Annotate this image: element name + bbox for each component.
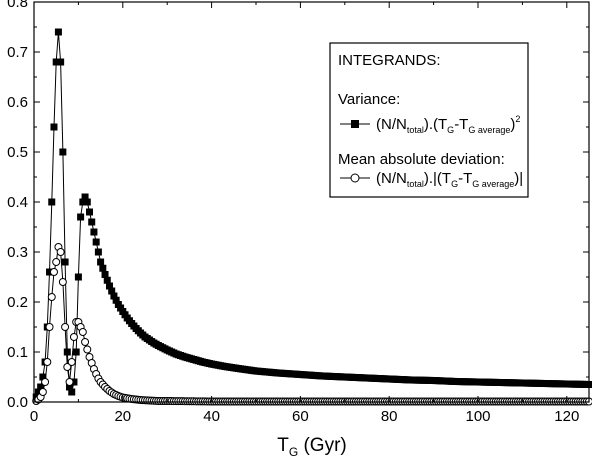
data-point xyxy=(103,276,111,284)
axes-layer: 0 20 40 60 80 100 120 0.0 0.1 0.2 0.3 0.4 0.5 0.6 0.7 0… xyxy=(7,0,590,425)
legend-variance-p3-sub: G average xyxy=(468,125,510,135)
data-point xyxy=(78,328,87,336)
data-point xyxy=(112,296,120,304)
legend-mad-p1: (N/N xyxy=(376,170,407,187)
x-tick-label: 40 xyxy=(203,408,220,425)
y-tick-label: 0.8 xyxy=(7,0,28,11)
data-point xyxy=(97,258,105,266)
data-point xyxy=(99,264,107,272)
data-point xyxy=(34,388,42,396)
data-point xyxy=(69,333,78,341)
data-point xyxy=(45,323,54,331)
x-tick-label: 60 xyxy=(292,408,309,425)
data-point xyxy=(94,248,102,256)
legend-variance-p2: ).(T xyxy=(424,116,447,133)
data-point xyxy=(74,273,82,281)
legend-group2-title: Mean absolute deviation: xyxy=(338,151,505,168)
data-point xyxy=(63,348,71,356)
y-tick-label: 0.0 xyxy=(7,394,28,411)
legend-variance-sup: 2 xyxy=(515,114,520,124)
data-point xyxy=(43,358,52,366)
data-point xyxy=(49,268,58,276)
data-point xyxy=(81,193,89,201)
y-tick-label: 0.1 xyxy=(7,344,28,361)
legend-variance-marker xyxy=(351,120,359,128)
data-point xyxy=(68,388,76,396)
data-point xyxy=(37,383,45,391)
data-point xyxy=(63,363,72,371)
y-tick-label: 0.5 xyxy=(7,144,28,161)
data-point xyxy=(41,378,50,386)
legend-mad-p2: ).|(T xyxy=(424,170,451,187)
legend-variance-p4: ) xyxy=(510,116,515,133)
data-point xyxy=(92,238,100,246)
data-point xyxy=(83,345,92,354)
legend-variance-p3: -T xyxy=(454,116,468,133)
legend-mad-label: (N/Ntotal).|(TG-TG average)| xyxy=(376,170,523,189)
y-tick-label: 0.3 xyxy=(7,244,28,261)
legend-mad-p4: )| xyxy=(514,170,523,187)
legend-mad-marker xyxy=(350,173,360,183)
data-point xyxy=(70,378,78,386)
data-point xyxy=(38,388,47,396)
series-variance xyxy=(32,28,592,401)
y-tick-label: 0.4 xyxy=(7,194,28,211)
data-point xyxy=(67,358,76,366)
legend: INTEGRANDS: Variance: (N/Ntotal).(TG-TG … xyxy=(329,42,529,198)
legend-heading: INTEGRANDS: xyxy=(338,52,441,69)
data-point xyxy=(88,218,96,226)
x-tick-label: 80 xyxy=(381,408,398,425)
data-point xyxy=(61,258,69,266)
data-point xyxy=(81,338,90,346)
data-point xyxy=(52,258,61,266)
y-tick-label: 0.6 xyxy=(7,94,28,111)
data-point xyxy=(79,198,87,206)
x-axis-label-suffix: (Gyr) xyxy=(298,435,347,456)
data-point xyxy=(72,348,80,356)
x-tick-label: 0 xyxy=(30,408,38,425)
data-point xyxy=(108,287,116,295)
data-point xyxy=(90,228,98,236)
legend-variance-label: (N/Ntotal).(TG-TG average)2 xyxy=(376,114,520,135)
data-point xyxy=(61,323,70,331)
legend-group1-title: Variance: xyxy=(338,91,400,108)
legend-variance-p2-sub: G xyxy=(447,125,454,135)
data-point xyxy=(105,282,113,290)
x-tick-label: 100 xyxy=(465,408,490,425)
legend-box xyxy=(329,42,529,198)
data-point xyxy=(56,248,65,256)
data-point xyxy=(50,123,58,131)
data-point xyxy=(59,148,67,156)
x-axis-label: TG (Gyr) xyxy=(277,435,347,459)
data-point xyxy=(54,28,62,36)
data-point xyxy=(52,58,60,66)
data-point xyxy=(58,278,67,286)
data-point xyxy=(46,268,54,276)
x-axis-label-main: T xyxy=(277,435,289,456)
data-point xyxy=(110,292,118,300)
data-point xyxy=(47,293,56,301)
legend-mad-p3-sub: G average xyxy=(472,179,514,189)
x-axis-label-sub: G xyxy=(289,445,298,459)
legend-variance-p1: (N/N xyxy=(376,116,407,133)
legend-mad-p2-sub: G xyxy=(451,179,458,189)
data-point xyxy=(83,198,91,206)
x-tick-label: 20 xyxy=(114,408,131,425)
data-point xyxy=(48,198,56,206)
data-point xyxy=(39,373,47,381)
legend-mad-p3: -T xyxy=(458,170,472,187)
data-point xyxy=(57,58,65,66)
x-tick-label: 120 xyxy=(554,408,579,425)
y-tick-label: 0.7 xyxy=(7,44,28,61)
y-tick-label: 0.2 xyxy=(7,294,28,311)
data-point xyxy=(77,213,85,221)
data-point xyxy=(66,383,74,391)
legend-variance-p1-sub: total xyxy=(407,125,424,135)
data-point xyxy=(101,271,109,278)
data-point xyxy=(86,208,93,216)
legend-mad-p1-sub: total xyxy=(407,179,424,189)
data-point xyxy=(65,378,74,386)
